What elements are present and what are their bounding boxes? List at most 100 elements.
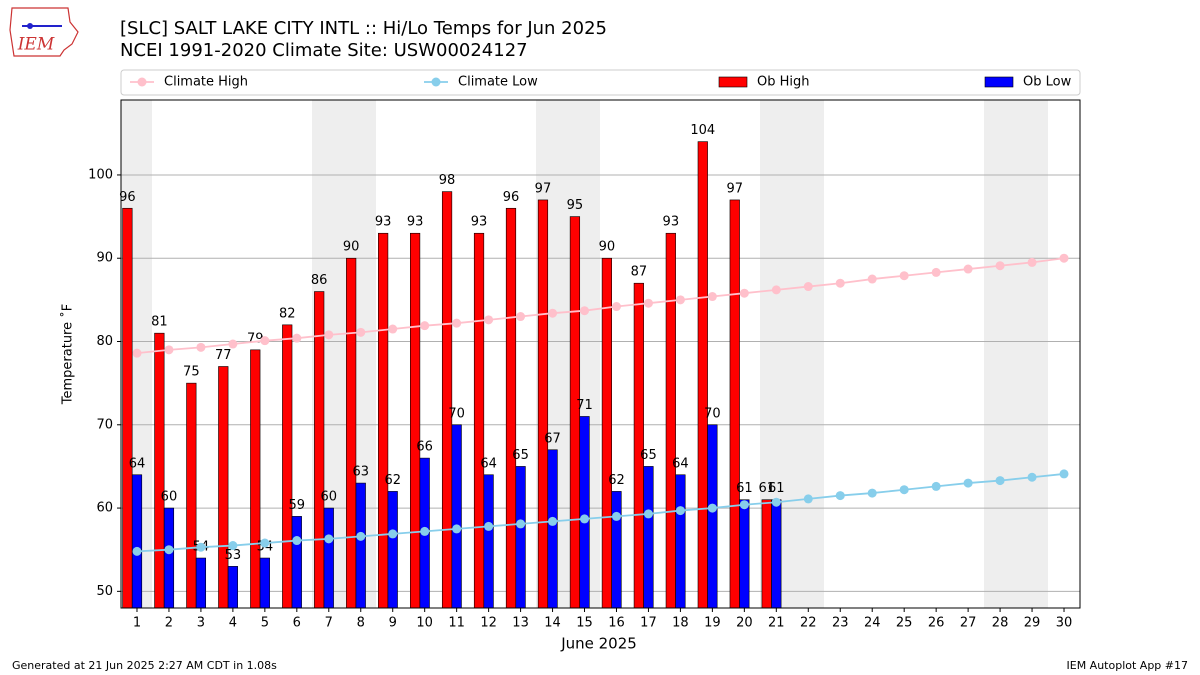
plot-frame	[120, 99, 1081, 609]
bar	[250, 349, 261, 609]
x-tick-label: 24	[864, 616, 881, 631]
bar-value-label: 62	[384, 473, 401, 488]
x-tick-label: 28	[992, 616, 1009, 631]
bar-value-label: 90	[343, 240, 360, 255]
bar-value-label: 97	[535, 181, 552, 196]
line-marker	[548, 308, 558, 318]
bar-value-label: 81	[151, 315, 168, 330]
line	[136, 257, 1065, 355]
line-marker	[388, 529, 398, 539]
line-marker	[771, 285, 781, 295]
bar	[227, 566, 238, 609]
y-tick-label: 70	[96, 417, 113, 432]
y-tick-label: 60	[96, 501, 113, 516]
line-marker	[516, 312, 526, 322]
bar	[675, 474, 686, 609]
bar-value-label: 61	[736, 481, 753, 496]
x-tick-label: 13	[512, 616, 529, 631]
x-tick-label: 3	[197, 616, 205, 631]
bar-value-label: 67	[544, 431, 561, 446]
bar	[579, 416, 590, 609]
x-tick-label: 23	[832, 616, 849, 631]
line-marker	[867, 274, 877, 284]
x-tick-label: 9	[389, 616, 397, 631]
line-marker	[164, 345, 174, 355]
line-marker	[931, 481, 941, 491]
legend-swatch	[718, 76, 748, 88]
line-marker	[420, 321, 430, 331]
bar	[282, 324, 293, 609]
x-tick-label: 18	[672, 616, 689, 631]
bar-value-label: 62	[608, 473, 625, 488]
bar-value-label: 77	[215, 348, 232, 363]
bar	[505, 207, 517, 609]
x-tick-label: 6	[293, 616, 301, 631]
legend-label: Ob High	[757, 75, 810, 90]
y-tick-label: 80	[96, 334, 113, 349]
line-marker	[324, 330, 334, 340]
line-marker	[196, 542, 206, 552]
line-marker	[803, 282, 813, 292]
bar	[355, 482, 366, 609]
line-marker	[995, 261, 1005, 271]
x-tick-label: 16	[608, 616, 625, 631]
bar-value-label: 75	[183, 365, 200, 380]
line-marker	[388, 324, 398, 334]
bar	[633, 282, 644, 609]
line-marker	[899, 271, 909, 281]
line-marker	[484, 521, 494, 531]
x-tick-label: 12	[480, 616, 497, 631]
bar-value-label: 98	[439, 173, 456, 188]
bar	[697, 141, 708, 609]
bar	[729, 199, 740, 609]
line-marker	[675, 295, 685, 305]
line-marker	[452, 524, 462, 534]
bar	[643, 466, 654, 609]
line-marker	[707, 503, 717, 513]
line-marker	[580, 514, 590, 524]
x-tick-label: 7	[325, 616, 333, 631]
bar	[537, 199, 549, 609]
legend-swatch	[431, 77, 441, 87]
x-tick-label: 26	[928, 616, 945, 631]
bar	[323, 507, 334, 609]
line-marker	[132, 546, 142, 556]
line	[136, 473, 1065, 553]
bar-value-label: 90	[599, 240, 616, 255]
bar	[346, 257, 357, 609]
line-marker	[132, 348, 142, 358]
x-tick-label: 15	[576, 616, 593, 631]
legend-label: Climate High	[164, 75, 248, 90]
bar	[163, 507, 175, 609]
bar	[378, 232, 389, 609]
x-tick-label: 27	[960, 616, 977, 631]
logo-text: IEM	[17, 35, 55, 55]
bar-value-label: 97	[726, 181, 743, 196]
chart-title: [SLC] SALT LAKE CITY INTL :: Hi/Lo Temps…	[120, 18, 607, 39]
line-marker	[739, 500, 749, 510]
line-marker	[484, 315, 494, 325]
bar-value-label: 61	[768, 481, 785, 496]
bar-value-label: 93	[407, 215, 424, 230]
bar-value-label: 61	[758, 481, 775, 496]
bar	[739, 499, 750, 609]
line-marker	[260, 336, 270, 346]
line-marker	[260, 538, 270, 548]
x-tick-label: 29	[1024, 616, 1041, 631]
line-marker	[739, 288, 749, 298]
x-tick-label: 1	[133, 616, 141, 631]
footer-left: Generated at 21 Jun 2025 2:27 AM CDT in …	[12, 659, 277, 672]
line-marker	[899, 485, 909, 495]
line-marker	[292, 536, 302, 546]
line-marker	[707, 292, 717, 302]
line-marker	[835, 278, 845, 288]
bar-value-label: 71	[576, 398, 593, 413]
line-marker	[228, 541, 238, 551]
bar	[547, 449, 558, 609]
x-tick-label: 2	[165, 616, 173, 631]
bar	[451, 424, 462, 609]
line-marker	[292, 333, 302, 343]
line-marker	[548, 516, 558, 526]
